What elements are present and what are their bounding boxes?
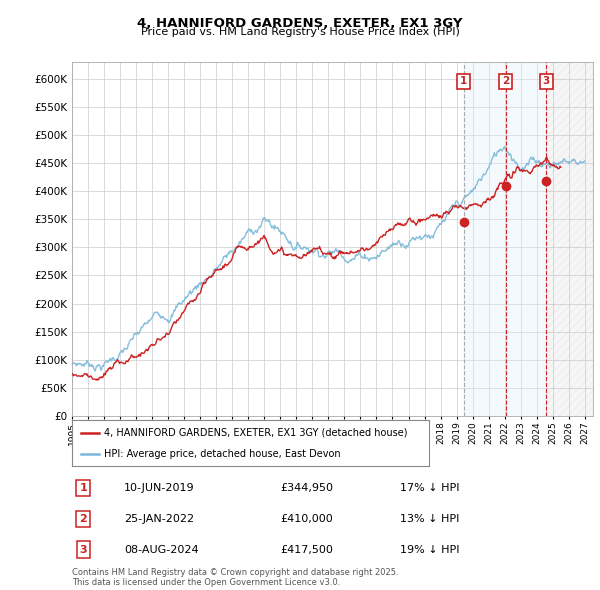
Text: 08-AUG-2024: 08-AUG-2024 bbox=[124, 545, 199, 555]
Text: 3: 3 bbox=[80, 545, 87, 555]
Text: 17% ↓ HPI: 17% ↓ HPI bbox=[400, 483, 460, 493]
Text: Price paid vs. HM Land Registry's House Price Index (HPI): Price paid vs. HM Land Registry's House … bbox=[140, 27, 460, 37]
Text: 4, HANNIFORD GARDENS, EXETER, EX1 3GY (detached house): 4, HANNIFORD GARDENS, EXETER, EX1 3GY (d… bbox=[104, 428, 407, 438]
Text: 1: 1 bbox=[460, 77, 467, 86]
Text: 2: 2 bbox=[502, 77, 509, 86]
Bar bbox=[464, 62, 506, 416]
Text: £410,000: £410,000 bbox=[280, 514, 333, 524]
Text: 2: 2 bbox=[80, 514, 88, 524]
Text: Contains HM Land Registry data © Crown copyright and database right 2025.
This d: Contains HM Land Registry data © Crown c… bbox=[72, 568, 398, 587]
Bar bbox=[506, 62, 547, 416]
Text: 3: 3 bbox=[543, 77, 550, 86]
Text: HPI: Average price, detached house, East Devon: HPI: Average price, detached house, East… bbox=[104, 448, 341, 458]
Text: 13% ↓ HPI: 13% ↓ HPI bbox=[400, 514, 460, 524]
Bar bbox=[547, 62, 593, 416]
Text: £344,950: £344,950 bbox=[280, 483, 334, 493]
Text: 10-JUN-2019: 10-JUN-2019 bbox=[124, 483, 195, 493]
Text: 4, HANNIFORD GARDENS, EXETER, EX1 3GY: 4, HANNIFORD GARDENS, EXETER, EX1 3GY bbox=[137, 17, 463, 30]
Text: £417,500: £417,500 bbox=[280, 545, 333, 555]
Text: 1: 1 bbox=[80, 483, 88, 493]
Text: 19% ↓ HPI: 19% ↓ HPI bbox=[400, 545, 460, 555]
Text: 25-JAN-2022: 25-JAN-2022 bbox=[124, 514, 194, 524]
